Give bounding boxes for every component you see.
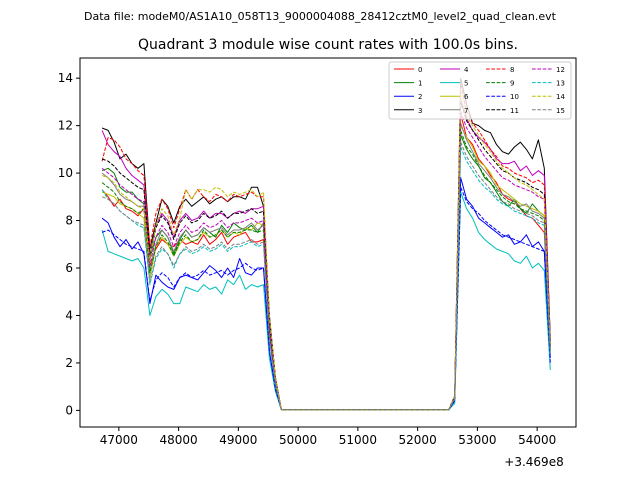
legend-label-1: 1 bbox=[418, 80, 422, 88]
x-tick-label: 52000 bbox=[399, 433, 437, 447]
legend-label-14: 14 bbox=[556, 93, 565, 101]
legend-label-12: 12 bbox=[556, 66, 565, 74]
series-line-15 bbox=[101, 141, 551, 411]
y-tick-label: 6 bbox=[65, 261, 73, 275]
legend-label-15: 15 bbox=[556, 107, 565, 115]
x-tick-label: 51000 bbox=[339, 433, 377, 447]
y-tick-label: 2 bbox=[65, 356, 73, 370]
x-tick-label: 48000 bbox=[160, 433, 198, 447]
legend-label-2: 2 bbox=[418, 93, 422, 101]
legend-label-9: 9 bbox=[510, 80, 514, 88]
legend-label-5: 5 bbox=[464, 80, 468, 88]
legend-label-0: 0 bbox=[418, 66, 422, 74]
legend-label-6: 6 bbox=[464, 93, 469, 101]
y-tick-label: 0 bbox=[65, 403, 73, 417]
series-line-9 bbox=[101, 129, 551, 411]
legend-label-3: 3 bbox=[418, 107, 422, 115]
x-offset-label: +3.469e8 bbox=[504, 455, 563, 469]
chart-title: Quadrant 3 module wise count rates with … bbox=[138, 37, 518, 53]
x-tick-label: 50000 bbox=[279, 433, 317, 447]
figure-suptitle: Data file: modeM0/AS1A10_058T13_90000040… bbox=[84, 10, 557, 23]
legend-label-11: 11 bbox=[510, 107, 519, 115]
y-tick-label: 8 bbox=[65, 214, 73, 228]
x-tick-label: 54000 bbox=[518, 433, 556, 447]
x-tick-label: 47000 bbox=[100, 433, 138, 447]
legend-box bbox=[388, 61, 572, 120]
x-tick-label: 49000 bbox=[219, 433, 257, 447]
legend-label-4: 4 bbox=[464, 66, 469, 74]
x-axis: 47000 48000 49000 50000 51000 52000 53000 54000 bbox=[100, 427, 556, 447]
y-tick-label: 4 bbox=[65, 308, 73, 322]
legend-label-13: 13 bbox=[556, 80, 565, 88]
x-tick-label: 53000 bbox=[458, 433, 496, 447]
legend-label-8: 8 bbox=[510, 66, 514, 74]
y-axis: 0 2 4 6 8 10 12 14 bbox=[58, 71, 80, 417]
plot-frame bbox=[79, 57, 577, 428]
plot-series-group bbox=[101, 77, 551, 411]
legend-label-7: 7 bbox=[464, 107, 468, 115]
y-tick-label: 12 bbox=[58, 119, 73, 133]
legend-label-10: 10 bbox=[510, 93, 519, 101]
y-tick-label: 10 bbox=[58, 166, 73, 180]
y-tick-label: 14 bbox=[58, 71, 73, 85]
